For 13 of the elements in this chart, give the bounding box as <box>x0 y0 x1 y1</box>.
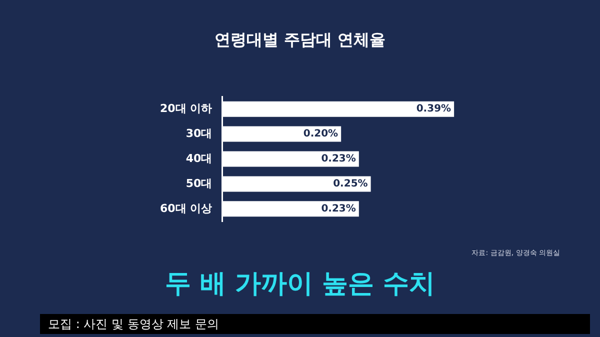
data-label: 0.23% <box>321 154 356 165</box>
y-tick-label: 20대 이하 <box>160 102 212 115</box>
y-tick-label: 60대 이상 <box>160 202 212 215</box>
data-label: 0.23% <box>321 204 356 215</box>
data-label: 0.25% <box>333 178 368 190</box>
text: 모집 : 사진 및 동영상 제보 문의 <box>40 314 590 334</box>
y-tick-label: 40대 <box>186 152 212 165</box>
y-tick-label: 30대 <box>186 126 212 140</box>
chart-title: 연령대별 주담대 연체율 <box>213 30 387 51</box>
y-tick-label: 50대 <box>186 176 212 190</box>
data-label: 0.39% <box>416 104 452 115</box>
data-label: 0.20% <box>303 128 338 140</box>
text: 두 배 가까이 높은 수치 <box>164 268 436 301</box>
